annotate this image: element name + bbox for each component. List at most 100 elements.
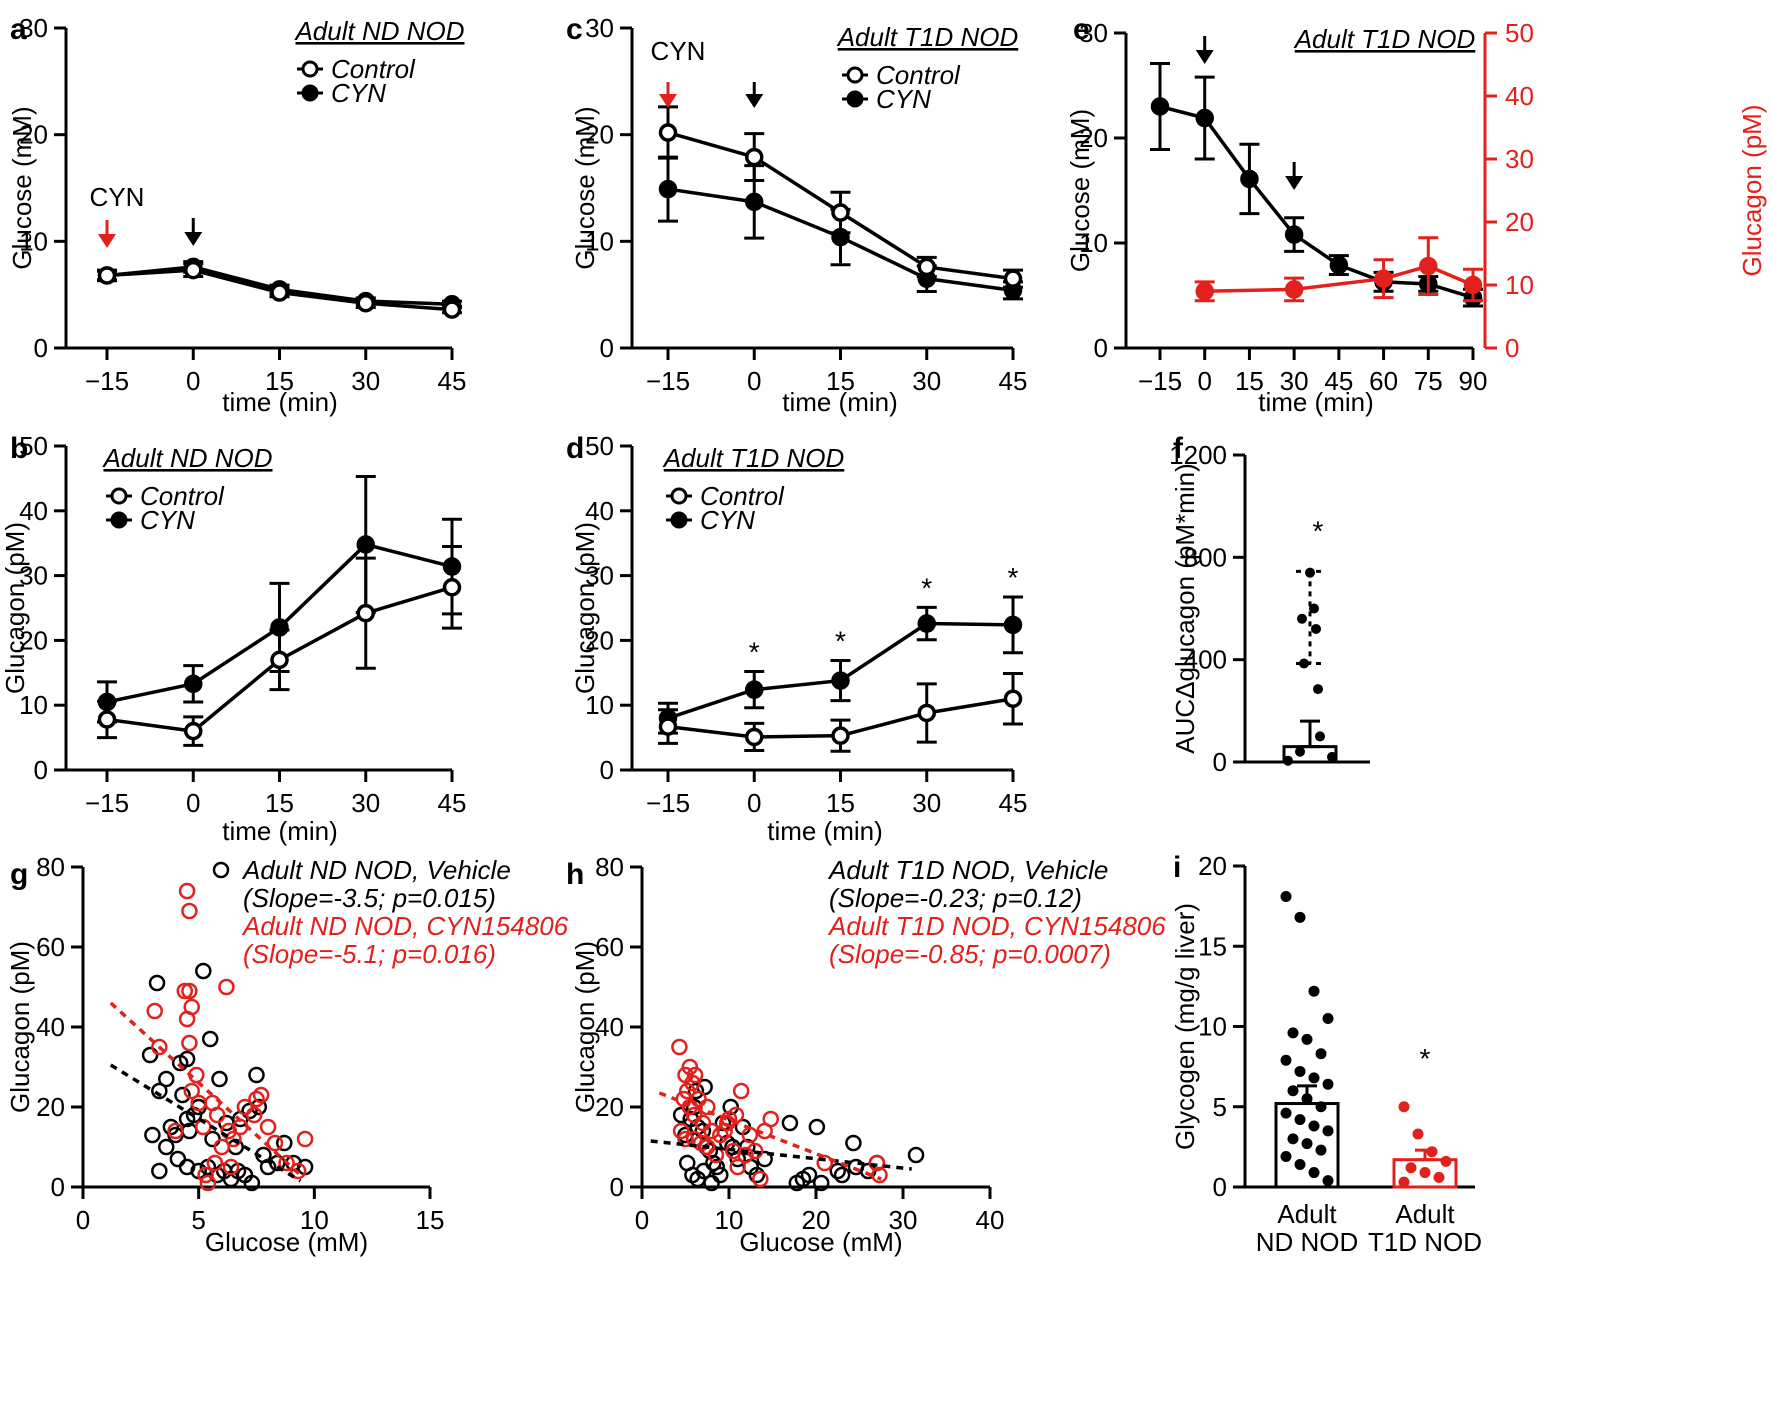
y2-tick-label: 40 (1505, 81, 1534, 111)
y-tick-label: 80 (595, 852, 624, 882)
y-tick-label: 30 (19, 13, 48, 43)
y-axis-label: Glucose (mM) (7, 106, 37, 269)
x-tick-label: 20 (802, 1205, 831, 1235)
scatter-point (705, 1154, 722, 1172)
data-point (1003, 615, 1023, 635)
y-tick-label: 0 (34, 333, 48, 363)
y-tick-label: 0 (610, 1172, 624, 1202)
data-point (1322, 1175, 1334, 1187)
y2-tick-label: 10 (1505, 270, 1534, 300)
x-tick-label: 10 (300, 1205, 329, 1235)
y-tick-label: 800 (1184, 542, 1227, 572)
fit-line (109, 1001, 302, 1177)
significance-star: * (921, 572, 932, 603)
x-tick-label: 60 (1369, 366, 1398, 396)
legend-marker (212, 861, 230, 879)
scatter-point (181, 902, 198, 920)
data-point (1398, 1101, 1410, 1113)
scatter-point (871, 1166, 888, 1184)
data-point (1398, 1176, 1410, 1188)
data-point (1299, 658, 1309, 669)
data-point (1315, 731, 1325, 742)
scatter-point (181, 1034, 198, 1052)
scatter-point (677, 1130, 694, 1148)
x-axis-label: time (min) (222, 387, 338, 417)
y-tick-label: 60 (36, 932, 65, 962)
y-tick-label: 10 (1198, 1012, 1227, 1042)
x-tick-label: 30 (351, 366, 380, 396)
arrow-head (184, 232, 203, 246)
scatter-point (141, 1046, 159, 1064)
y-tick-label: 400 (1184, 645, 1227, 675)
data-point (831, 726, 850, 745)
x-tick-label: −15 (1138, 366, 1182, 396)
scatter-point (199, 1174, 217, 1192)
data-point (917, 703, 936, 723)
data-point (1322, 1012, 1334, 1024)
scatter-point (833, 1166, 851, 1184)
scatter-point (248, 1090, 265, 1108)
data-point (1301, 1033, 1313, 1045)
x-tick-label: 40 (976, 1205, 1005, 1235)
legend-label: Adult T1D NOD, Vehicle (827, 855, 1108, 885)
panel-label: h (566, 858, 584, 891)
y-tick-label: 20 (36, 1092, 65, 1122)
data-point (831, 671, 850, 690)
panel-label: g (10, 858, 28, 891)
data-point (184, 721, 203, 741)
x-tick-label: 10 (715, 1205, 744, 1235)
scatter-point (800, 1166, 818, 1184)
scatter-point (781, 1114, 799, 1132)
scatter-point (748, 1166, 766, 1184)
scatter-point (167, 1122, 184, 1140)
data-point (1433, 1171, 1445, 1183)
legend-marker (670, 511, 688, 529)
data-point (1287, 1085, 1299, 1097)
y-axis-label: Glucagon (pM) (570, 941, 600, 1113)
data-point (442, 300, 462, 319)
panel-e: e 0 10 20 30 Glucose (mM) −15 0 15 30 45 60 75 90 time… (1065, 13, 1767, 417)
cyn-label: CYN (651, 36, 706, 66)
panel-label: f (1173, 432, 1184, 465)
legend-marker (110, 487, 128, 505)
scatter-point (712, 1126, 729, 1144)
y-tick-label: 10 (1079, 228, 1108, 258)
data-point (1412, 1128, 1424, 1140)
panel-h: h 0 20 40 60 80 Glucagon (pM) 0 10 20 30 40 Glucose … (566, 852, 1166, 1257)
data-point (658, 179, 678, 199)
data-point (270, 283, 289, 302)
data-point (1315, 1144, 1327, 1156)
scatter-point (176, 982, 194, 1000)
data-point (1150, 97, 1170, 116)
legend-title: Adult ND NOD (101, 443, 272, 473)
panel-d: d 0 10 20 30 40 50 Glucagon (pM) −15 0 15 30 45 time … (566, 431, 1027, 846)
scatter-point (276, 1134, 293, 1152)
y-tick-label: 40 (36, 1012, 65, 1042)
scatter-point (144, 1126, 161, 1144)
x-tick-label: 30 (912, 366, 941, 396)
scatter-point (169, 1150, 187, 1168)
y-tick-label: 30 (585, 13, 614, 43)
data-point (1322, 1078, 1334, 1090)
data-point (1405, 1162, 1417, 1174)
significance-star: * (749, 637, 760, 668)
data-point (1284, 280, 1304, 299)
scatter-point (241, 1102, 258, 1120)
data-point (184, 260, 203, 280)
scatter-point (208, 1106, 226, 1124)
y2-tick-label: 50 (1505, 18, 1534, 48)
x-tick-label: 15 (265, 788, 294, 818)
data-point (1308, 985, 1320, 997)
panel-label: d (566, 432, 584, 465)
y-tick-label: 0 (34, 755, 48, 785)
legend-label: (Slope=-5.1; p=0.016) (243, 939, 496, 969)
x-tick-label: ND NOD (1256, 1227, 1359, 1257)
data-point (745, 147, 764, 167)
x-tick-label: −15 (85, 366, 129, 396)
scatter-point (296, 1130, 314, 1148)
data-point (1240, 169, 1259, 189)
scatter-point (752, 1170, 769, 1188)
data-point (1315, 1048, 1327, 1060)
